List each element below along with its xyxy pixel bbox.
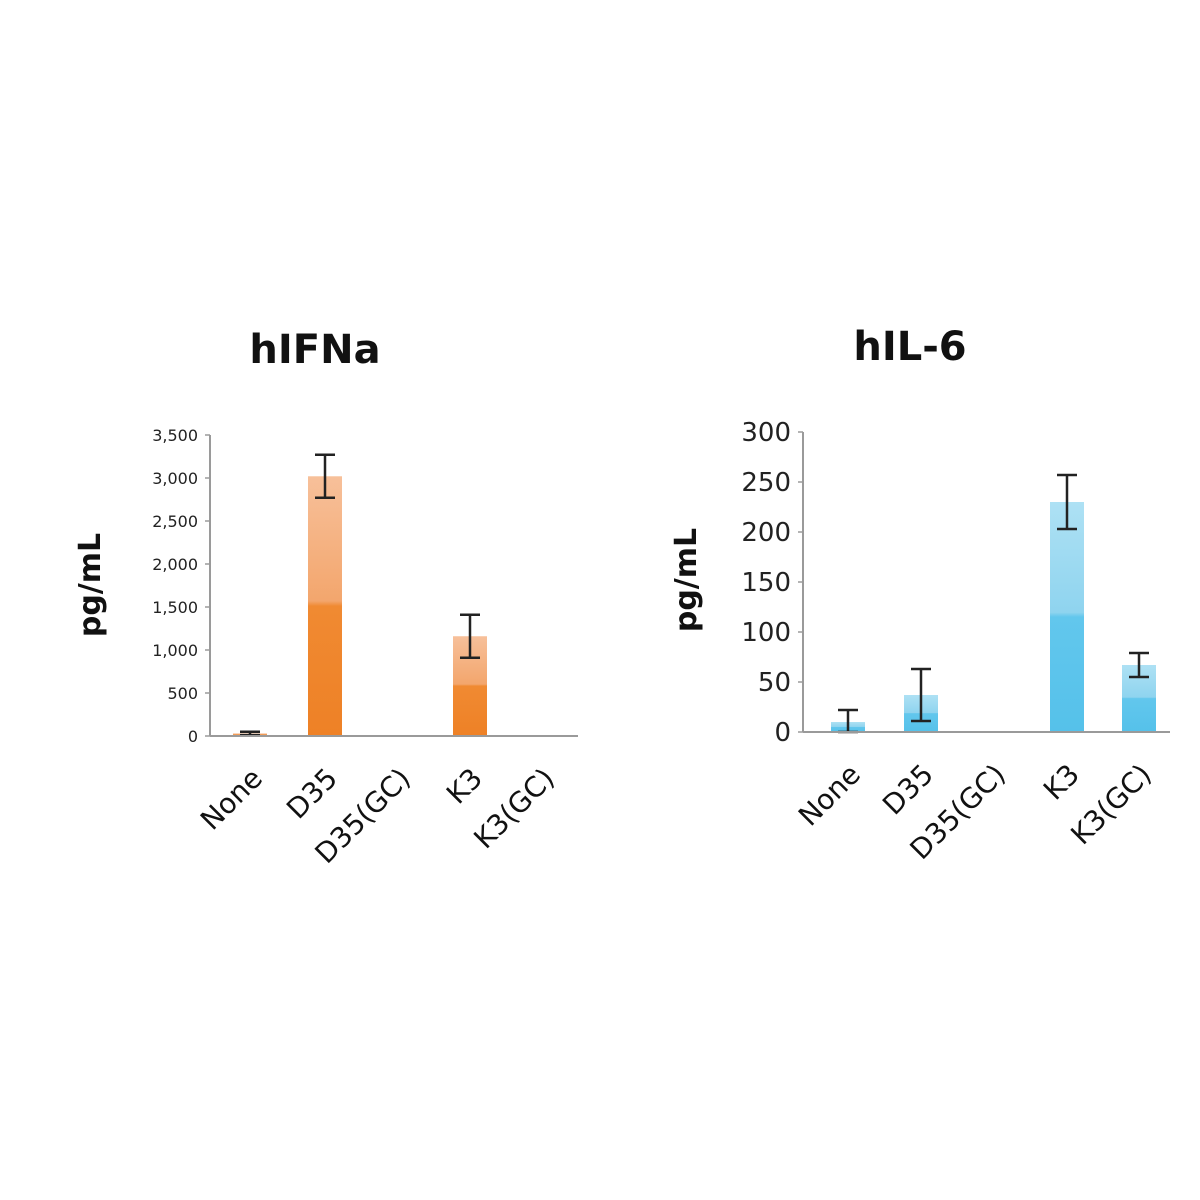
chart-hifna-category-label: K3(GC) [467, 762, 561, 856]
chart-hil6-error-bar [911, 667, 931, 723]
chart-hil6-category-label: K3 [1037, 758, 1086, 807]
chart-hifna-category-label: None [194, 762, 269, 837]
chart-hil6-ytick-label: 0 [774, 718, 791, 748]
chart-hifna-category-label: D35 [280, 762, 344, 826]
chart-hil6-ytick-label: 100 [741, 618, 791, 648]
chart-hil6-category-label: K3(GC) [1064, 758, 1158, 852]
chart-hil6-category-label: D35 [876, 758, 940, 822]
chart-hifna-bars [233, 476, 487, 736]
chart-hifna-ytick-label: 3,500 [152, 426, 198, 445]
chart-hil6-ytick-label: 50 [758, 668, 791, 698]
chart-hil6-bars [831, 502, 1156, 732]
chart-hil6-ylabel: pg/mL [669, 528, 704, 632]
chart-hil6-title: hIL-6 [853, 324, 966, 370]
chart-hil6-error-bar [1129, 651, 1149, 679]
chart-hifna-title: hIFNa [249, 327, 380, 373]
chart-hil6-ytick-label: 250 [741, 468, 791, 498]
chart-hil6-category-label: None [792, 758, 867, 833]
chart-hifna-ytick-label: 500 [167, 684, 198, 703]
chart-hifna: hIFNa pg/mL 0 500 1,000 1,500 2,000 2,500 3,00… [73, 327, 578, 870]
chart-hifna-ytick-label: 2,500 [152, 512, 198, 531]
chart-hil6-error-bars [838, 473, 1149, 734]
chart-hil6-error-bar [1057, 473, 1077, 531]
chart-hifna-category-label: K3 [440, 762, 489, 811]
chart-hifna-bar [308, 476, 342, 736]
chart-hifna-ytick-label: 1,000 [152, 641, 198, 660]
chart-hifna-error-bar [315, 453, 335, 500]
chart-hil6-bar [1050, 502, 1084, 732]
chart-hifna-ytick-label: 1,500 [152, 598, 198, 617]
chart-hil6-ytick-label: 150 [741, 568, 791, 598]
chart-hifna-ytick-label: 2,000 [152, 555, 198, 574]
chart-hifna-error-bar [460, 613, 480, 659]
chart-hifna-yticks: 0 500 1,000 1,500 2,000 2,500 3,000 3,500 [152, 426, 210, 746]
chart-hil6: hIL-6 pg/mL 0 50 100 150 200 250 300 None D35D3… [669, 324, 1170, 866]
chart-hil6-ytick-label: 200 [741, 518, 791, 548]
chart-hil6-yticks: 0 50 100 150 200 250 300 [741, 418, 803, 748]
chart-hifna-error-bars [240, 453, 480, 737]
chart-hifna-ytick-label: 0 [188, 727, 198, 746]
chart-hifna-ylabel: pg/mL [73, 533, 108, 637]
chart-hil6-ytick-label: 300 [741, 418, 791, 448]
chart-hifna-ytick-label: 3,000 [152, 469, 198, 488]
